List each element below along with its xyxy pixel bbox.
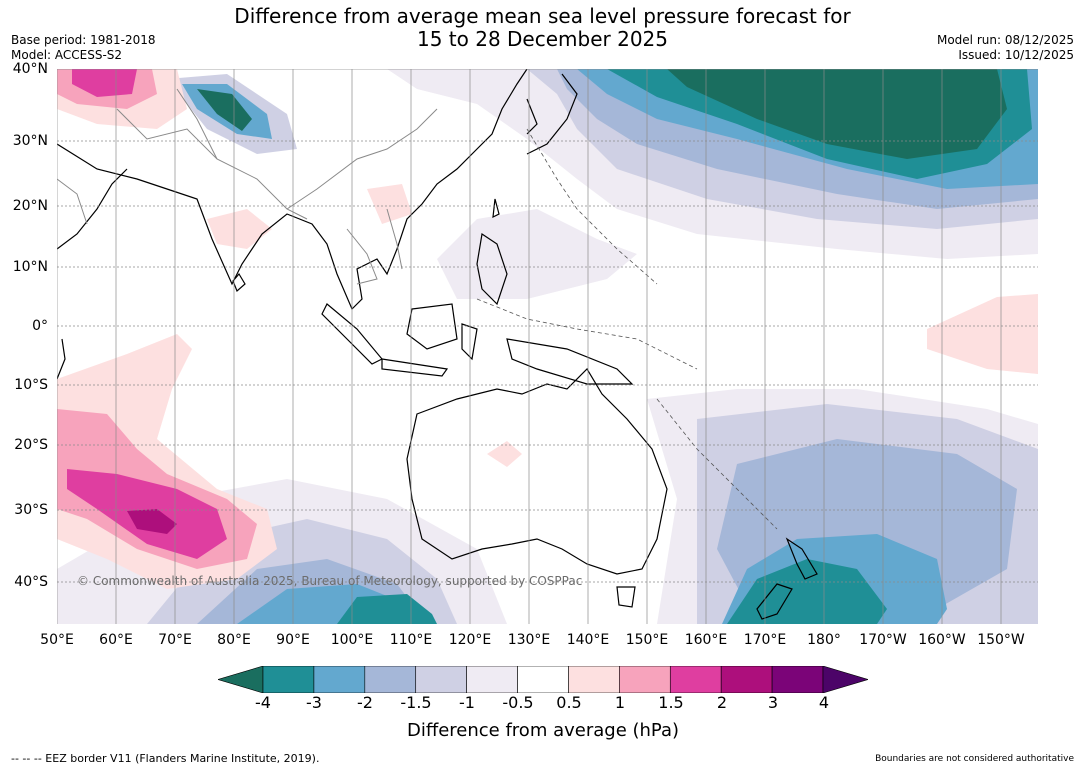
java-coastline (381, 358, 449, 377)
colorbar-tick: -0.5 (502, 693, 534, 712)
lon-label-90e: 90°E (276, 632, 310, 648)
new-zealand-coastline (756, 537, 818, 620)
korea-coastline (526, 98, 538, 135)
lon-label-50e: 50°E (40, 632, 74, 648)
philippines-coastline (476, 232, 508, 306)
lat-label-20s: 20°S (14, 437, 48, 453)
map-canvas (57, 69, 1038, 624)
contour-pos-india (207, 209, 272, 249)
asia-coastline (57, 69, 528, 311)
colorbar-swatch (517, 666, 569, 693)
colorbar (218, 666, 868, 693)
australia-coastline (406, 368, 668, 575)
lat-label-30s: 30°S (14, 502, 48, 518)
colorbar-tick: -4 (255, 693, 271, 712)
colorbar-label: Difference from average (hPa) (406, 720, 680, 741)
lon-label-160w: 160°W (918, 632, 966, 648)
lon-label-110e: 110°E (389, 632, 433, 648)
lat-label-40n: 40°N (12, 61, 48, 77)
colorbar-swatch (262, 666, 315, 693)
sulawesi-coastline (461, 323, 478, 361)
colorbar-tick: 1.5 (658, 693, 684, 712)
issued-date: Issued: 10/12/2025 (958, 48, 1074, 62)
colorbar-tick: 1 (614, 693, 626, 712)
lon-label-170e: 170°E (743, 632, 787, 648)
base-period: Base period: 1981-2018 (11, 33, 156, 47)
colorbar-tick: -1.5 (400, 693, 432, 712)
lon-label-60e: 60°E (99, 632, 133, 648)
contour-pos-australia (487, 441, 522, 467)
lon-label-80e: 80°E (217, 632, 251, 648)
lon-label-120e: 120°E (448, 632, 492, 648)
colorbar-tick: -2 (357, 693, 373, 712)
borneo-coastline (406, 303, 458, 350)
colorbar-tick: -3 (306, 693, 322, 712)
sumatra-coastline (321, 303, 383, 365)
lon-label-160e: 160°E (684, 632, 728, 648)
colorbar-arrow-low (218, 666, 264, 693)
africa-coastline (57, 338, 66, 380)
colorbar-swatch (669, 666, 722, 693)
colorbar-swatch (720, 666, 773, 693)
colorbar-tick: -1 (459, 693, 475, 712)
coastlines (57, 69, 818, 620)
meta-right: Model run: 08/12/2025 Issued: 10/12/2025 (937, 33, 1074, 63)
colorbar-swatch (415, 666, 467, 693)
contour-pos-central-pacific (927, 294, 1038, 374)
arabia-coastline (57, 168, 128, 250)
lat-label-10n: 10°N (12, 259, 48, 275)
tasmania-coastline (616, 586, 636, 608)
lon-label-170w: 170°W (859, 632, 907, 648)
map-title-line-2: 15 to 28 December 2025 (416, 27, 668, 51)
new-guinea-coastline (506, 338, 634, 385)
lon-label-140e: 140°E (566, 632, 610, 648)
lat-label-20n: 20°N (12, 198, 48, 214)
colorbar-swatch (364, 666, 417, 693)
japan-coastline (526, 73, 578, 155)
lon-label-180: 180° (807, 632, 841, 648)
contour-neg-sw-pacific-5 (727, 559, 887, 624)
meta-left: Base period: 1981-2018 Model: ACCESS-S2 (11, 33, 156, 63)
country-borders (57, 88, 438, 285)
colorbar-swatch (313, 666, 366, 693)
contour-pos-2-south-indian (127, 509, 177, 534)
taiwan-coastline (492, 198, 500, 219)
map-title-line-1: Difference from average mean sea level p… (234, 4, 851, 28)
colorbar-swatch (466, 666, 518, 693)
contour-pos-indochina (367, 184, 412, 224)
colorbar-swatch (619, 666, 671, 693)
contour-neg-western-pacific (437, 209, 637, 299)
eez-borders (476, 128, 778, 530)
lon-label-150e: 150°E (625, 632, 669, 648)
lon-label-130e: 130°E (507, 632, 551, 648)
lon-label-150w: 150°W (977, 632, 1025, 648)
contour-neg-tibet-dark (197, 89, 252, 131)
colorbar-swatch (771, 666, 824, 693)
colorbar-tick: 3 (767, 693, 779, 712)
colorbar-tick: 4 (818, 693, 830, 712)
colorbar-swatch (568, 666, 620, 693)
lon-label-100e: 100°E (330, 632, 374, 648)
colorbar-segments (218, 666, 868, 693)
lat-label-0: 0° (32, 318, 48, 334)
eez-legend: -- -- -- EEZ border V11 (Flanders Marine… (11, 752, 320, 765)
colorbar-tick: 0.5 (556, 693, 582, 712)
copyright-notice: © Commonwealth of Australia 2025, Bureau… (77, 574, 583, 588)
pressure-anomaly-map (57, 69, 1038, 624)
contour-neg-6-north-pacific (667, 69, 1007, 159)
colorbar-tick: 2 (716, 693, 728, 712)
colorbar-arrow-high (822, 666, 868, 693)
boundary-disclaimer: Boundaries are not considered authoritat… (875, 754, 1074, 764)
model-name: Model: ACCESS-S2 (11, 48, 123, 62)
lon-label-70e: 70°E (158, 632, 192, 648)
contour-neg-southern-indian-5 (337, 594, 437, 624)
lat-label-40s: 40°S (14, 574, 48, 590)
sri-lanka-coastline (232, 272, 246, 293)
model-run: Model run: 08/12/2025 (936, 33, 1074, 47)
lat-label-30n: 30°N (12, 133, 48, 149)
lat-label-10s: 10°S (14, 377, 48, 393)
contour-pos-middle-east-3 (72, 69, 137, 97)
graticule (57, 69, 1038, 624)
